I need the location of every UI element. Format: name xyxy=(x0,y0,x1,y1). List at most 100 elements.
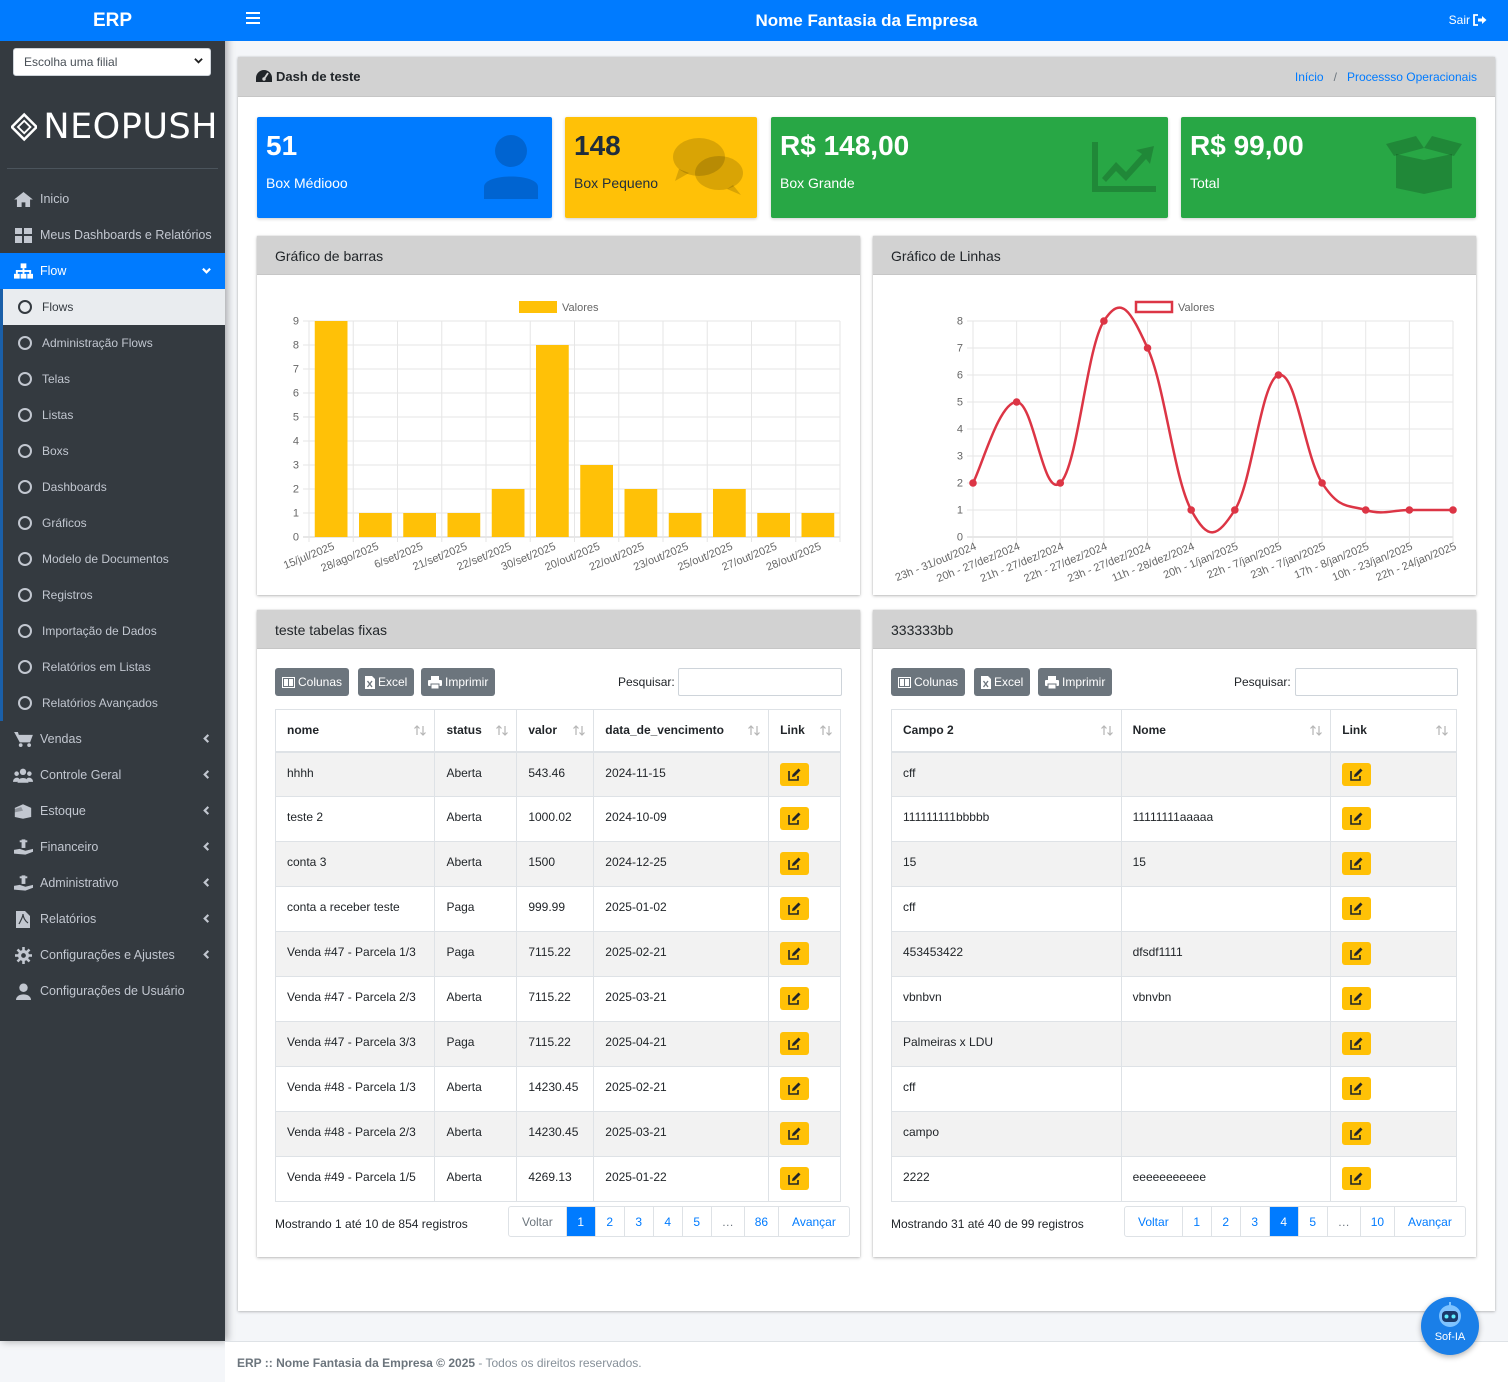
sidebar-sub-graficos[interactable]: Gráficos xyxy=(3,505,225,541)
search-input[interactable] xyxy=(678,668,842,696)
sidebar-sub-importacao[interactable]: Importação de Dados xyxy=(3,613,225,649)
column-header[interactable]: Campo 2 xyxy=(891,709,1122,753)
columns-button[interactable]: Colunas xyxy=(275,668,350,696)
sidebar-sub-flows[interactable]: Flows xyxy=(3,289,225,325)
excel-button[interactable]: Excel xyxy=(358,668,415,696)
previous-page-button[interactable]: Voltar xyxy=(522,1214,553,1229)
column-header[interactable]: data_de_vencimento xyxy=(593,709,770,753)
previous-page-button[interactable]: Voltar xyxy=(1138,1214,1169,1229)
breadcrumb-processos[interactable]: Processso Operacionais xyxy=(1346,69,1477,84)
sidebar-sub-registros[interactable]: Registros xyxy=(3,577,225,613)
column-header[interactable]: nome xyxy=(274,709,436,753)
page-link[interactable]: 5 xyxy=(681,1207,711,1236)
sidebar-sub-admin-flows[interactable]: Administração Flows xyxy=(3,325,225,361)
sidebar-sub-boxs[interactable]: Boxs xyxy=(3,433,225,469)
edit-button[interactable] xyxy=(780,942,810,965)
edit-button[interactable] xyxy=(1342,1122,1372,1145)
sofia-assistant-button[interactable]: Sof-IA xyxy=(1421,1297,1479,1355)
page-link[interactable]: 3 xyxy=(1239,1207,1269,1236)
edit-button[interactable] xyxy=(780,897,810,920)
edit-button[interactable] xyxy=(1342,762,1372,786)
edit-button[interactable] xyxy=(1342,1167,1372,1190)
stat-box-total[interactable]: R$ 99,00 Total xyxy=(1181,117,1476,218)
breadcrumb-inicio[interactable]: Início xyxy=(1294,69,1324,84)
stat-box-pequeno[interactable]: 148 Box Pequeno xyxy=(565,117,757,218)
link-cell xyxy=(1330,1066,1457,1112)
next-page-button[interactable]: Avançar xyxy=(1394,1207,1465,1236)
sidebar-item-estoque[interactable]: Estoque xyxy=(0,793,225,829)
edit-button[interactable] xyxy=(780,1032,810,1055)
excel-button[interactable]: Excel xyxy=(974,668,1031,696)
columns-button[interactable]: Colunas xyxy=(891,668,966,696)
sort-icon[interactable] xyxy=(1100,725,1113,736)
filial-select-value: Escolha uma filial xyxy=(24,55,118,69)
page-link[interactable]: 3 xyxy=(623,1207,653,1236)
sidebar-item-flow[interactable]: Flow xyxy=(0,253,225,289)
page-link[interactable]: 2 xyxy=(1210,1207,1240,1236)
page-link[interactable]: 86 xyxy=(743,1207,778,1236)
column-header[interactable]: Nome xyxy=(1120,709,1332,753)
print-button[interactable]: Imprimir xyxy=(1038,668,1113,696)
edit-button[interactable] xyxy=(780,1122,810,1145)
neopush-logo-icon xyxy=(11,112,38,142)
sidebar-item-relatorios[interactable]: Relatórios xyxy=(0,901,225,937)
stat-box-grande[interactable]: R$ 148,00 Box Grande xyxy=(771,117,1168,218)
page-link[interactable]: 1 xyxy=(565,1207,595,1236)
edit-button[interactable] xyxy=(1342,897,1372,920)
filial-select[interactable]: Escolha uma filial xyxy=(13,48,211,76)
sort-icon[interactable] xyxy=(748,725,761,736)
edit-button[interactable] xyxy=(1342,987,1372,1010)
sort-icon[interactable] xyxy=(820,725,832,736)
edit-button[interactable] xyxy=(780,1167,810,1190)
search-input[interactable] xyxy=(1295,668,1458,696)
columns-icon xyxy=(898,676,911,688)
edit-button[interactable] xyxy=(780,987,810,1010)
page-link[interactable]: 5 xyxy=(1297,1207,1327,1236)
edit-button[interactable] xyxy=(780,1077,810,1100)
page-link[interactable]: 10 xyxy=(1359,1207,1394,1236)
column-header[interactable]: Link xyxy=(1330,709,1457,753)
sidebar-item-config-usuario[interactable]: Configurações de Usuário xyxy=(0,973,225,1009)
sort-icon[interactable] xyxy=(414,725,427,736)
edit-button[interactable] xyxy=(1342,1032,1372,1055)
brand-title[interactable]: ERP xyxy=(0,0,225,41)
sidebar-sub-dashboards[interactable]: Dashboards xyxy=(3,469,225,505)
edit-button[interactable] xyxy=(1342,942,1372,965)
edit-button[interactable] xyxy=(1342,807,1372,830)
edit-button[interactable] xyxy=(780,852,810,875)
edit-button[interactable] xyxy=(780,807,810,830)
stat-box-medio[interactable]: 51 Box Médiooo xyxy=(257,117,552,218)
sidebar-item-vendas[interactable]: Vendas xyxy=(0,721,225,757)
sidebar-item-controle-geral[interactable]: Controle Geral xyxy=(0,757,225,793)
page-link[interactable]: 2 xyxy=(594,1207,624,1236)
page-link[interactable]: 4 xyxy=(1268,1207,1298,1236)
edit-button[interactable] xyxy=(780,762,810,786)
column-header[interactable]: Link xyxy=(768,709,841,753)
sort-icon[interactable] xyxy=(1310,725,1323,736)
sidebar-item-dashboards[interactable]: Meus Dashboards e Relatórios xyxy=(0,217,225,253)
sidebar-sub-modelo-docs[interactable]: Modelo de Documentos xyxy=(3,541,225,577)
sidebar-item-administrativo[interactable]: Administrativo xyxy=(0,865,225,901)
sort-icon[interactable] xyxy=(573,725,586,736)
data-point xyxy=(1274,371,1283,379)
edit-button[interactable] xyxy=(1342,1077,1372,1100)
sidebar-sub-relatorios-listas[interactable]: Relatórios em Listas xyxy=(3,649,225,685)
sort-icon[interactable] xyxy=(496,725,509,736)
page-link[interactable]: 4 xyxy=(652,1207,682,1236)
column-header[interactable]: status xyxy=(434,709,518,753)
sort-icon[interactable] xyxy=(1436,725,1448,736)
sidebar-sub-relatorios-avancados[interactable]: Relatórios Avançados xyxy=(3,685,225,721)
edit-button[interactable] xyxy=(1342,852,1372,875)
next-page-button[interactable]: Avançar xyxy=(778,1207,849,1236)
hamburger-menu-icon[interactable] xyxy=(246,12,260,24)
sidebar-sub-listas[interactable]: Listas xyxy=(3,397,225,433)
column-header[interactable]: valor xyxy=(516,709,595,753)
sidebar-item-inicio[interactable]: Inicio xyxy=(0,181,225,217)
sidebar-sub-telas[interactable]: Telas xyxy=(3,361,225,397)
sidebar-item-configuracoes[interactable]: Configurações e Ajustes xyxy=(0,937,225,973)
logout-link[interactable]: Sair xyxy=(1449,13,1487,27)
sidebar-item-financeiro[interactable]: Financeiro xyxy=(0,829,225,865)
print-button[interactable]: Imprimir xyxy=(421,668,496,696)
page-link[interactable]: 1 xyxy=(1181,1207,1211,1236)
column-header-label: status xyxy=(446,723,482,738)
